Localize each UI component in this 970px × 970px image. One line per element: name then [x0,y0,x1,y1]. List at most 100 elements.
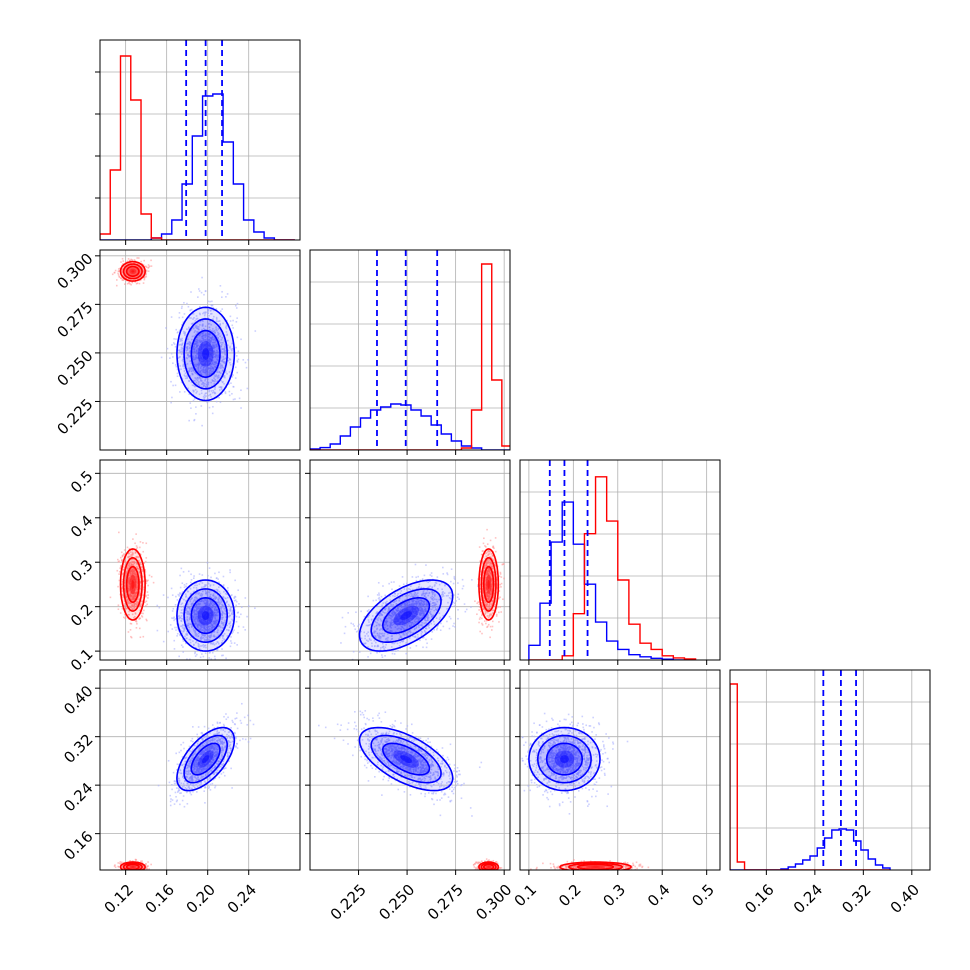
blue-sample-point [427,625,430,627]
blue-sample-point [179,574,181,577]
blue-sample-point [211,372,213,375]
blue-sample-point [200,356,203,359]
blue-sample-point [204,313,206,315]
blue-sample-point [220,599,222,601]
blue-sample-point [179,340,182,342]
red-sample-point [495,573,498,575]
blue-sample-point [383,621,386,623]
red-sample-point [145,578,147,581]
blue-sample-point [431,590,433,593]
blue-sample-point [438,583,441,586]
blue-sample-point [230,382,232,384]
blue-sample-point [197,356,200,358]
blue-sample-point [210,385,213,388]
blue-sample-point [156,604,159,607]
blue-sample-point [220,350,222,352]
blue-sample-point [421,607,423,610]
blue-sample-point [192,348,195,350]
red-sample-point [121,580,124,583]
blue-sample-point [221,359,223,362]
red-sample-point [122,554,124,557]
blue-sample-point [212,318,214,320]
red-sample-point [145,618,148,621]
blue-sample-point [201,608,203,611]
red-sample-point [135,581,138,584]
blue-sample-point [188,380,190,383]
red-sample-point [130,271,132,274]
blue-sample-point [403,611,406,614]
blue-sample-point [209,349,212,352]
blue-sample-point [192,393,195,396]
red-sample-point [131,259,133,261]
blue-sample-point [393,620,395,623]
blue-sample-point [220,341,222,344]
blue-sample-point [406,588,408,591]
blue-sample-point [205,584,207,586]
red-sample-point [130,258,132,261]
red-sample-point [145,272,147,275]
blue-sample-point [341,616,344,619]
blue-sample-point [220,388,223,390]
blue-sample-point [379,614,381,617]
blue-sample-point [186,349,189,351]
blue-sample-point [209,627,211,630]
red-sample-point [139,263,141,266]
blue-sample-point [186,375,189,377]
blue-sample-point [232,609,234,612]
blue-sample-point [203,640,206,642]
blue-sample-point [192,355,194,358]
blue-sample-point [421,625,424,628]
red-sample-point [138,556,141,558]
blue-sample-point [196,317,199,320]
blue-sample-point [199,606,202,608]
blue-sample-point [211,631,214,633]
red-sample-point [130,636,133,639]
blue-sample-point [422,587,425,589]
blue-sample-point [375,599,377,602]
blue-sample-point [212,601,214,603]
blue-sample-point [219,364,222,367]
red-sample-point [122,563,125,566]
blue-sample-point [222,322,224,325]
blue-sample-point [222,654,224,657]
blue-sample-point [232,619,234,622]
blue-sample-point [392,663,394,665]
blue-sample-point [182,358,184,361]
blue-sample-point [205,387,208,389]
blue-sample-point [403,624,406,627]
blue-sample-point [194,339,197,341]
blue-sample-point [383,623,386,625]
blue-sample-point [393,612,396,615]
blue-sample-point [388,614,391,617]
blue-sample-point [190,623,192,626]
blue-sample-point [209,300,211,303]
blue-sample-point [208,630,211,633]
blue-sample-point [174,604,177,606]
blue-sample-point [214,597,217,600]
blue-sample-point [199,613,202,615]
blue-sample-point [221,639,224,642]
blue-sample-point [235,355,238,357]
blue-sample-point [407,609,409,612]
blue-sample-point [195,640,198,643]
red-sample-point [496,613,498,616]
blue-sample-point [215,612,218,614]
blue-sample-point [183,628,185,630]
blue-sample-point [415,616,418,618]
blue-sample-point [203,609,206,612]
blue-sample-point [373,639,376,642]
red-sample-point [122,263,124,265]
blue-sample-point [398,645,401,647]
blue-sample-point [237,589,239,592]
blue-sample-point [391,630,393,632]
red-sample-point [121,573,124,576]
blue-sample-point [442,593,444,596]
red-sample-point [134,271,137,274]
blue-sample-point [197,344,199,347]
blue-sample-point [373,632,376,634]
red-sample-point [126,584,129,586]
red-sample-point [134,273,137,276]
blue-sample-point [411,618,413,621]
blue-sample-point [415,587,418,590]
blue-sample-point [367,656,369,658]
